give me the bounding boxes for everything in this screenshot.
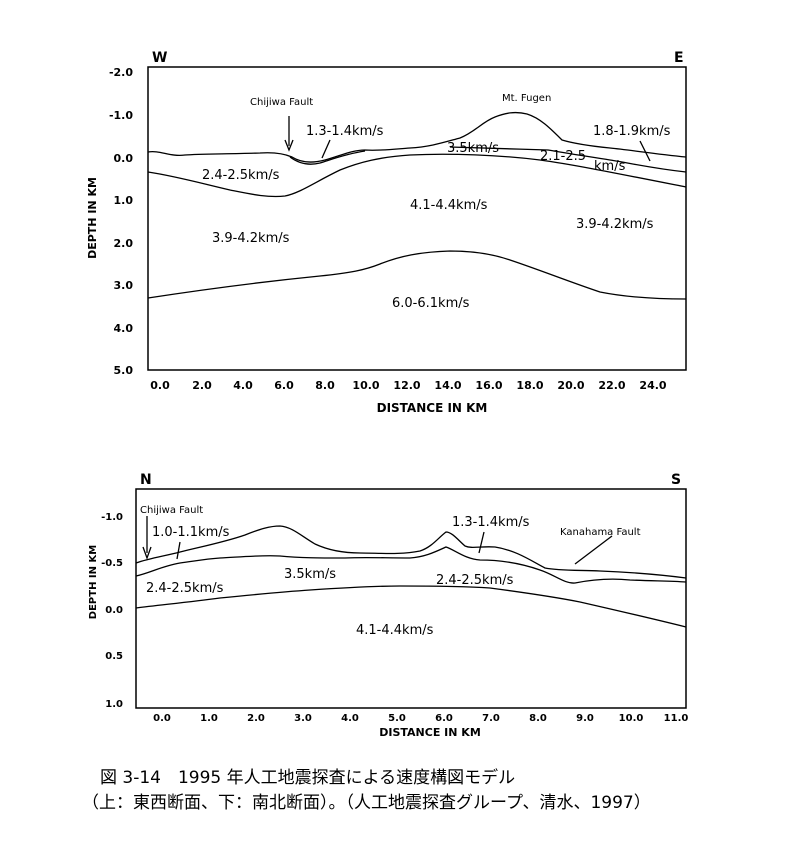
ew-velocity-section: W E DEPTH IN KM -2.0 -1.0 0.0 1.0 2.0 3.…	[86, 50, 687, 415]
velocity-label: 3.5km/s	[447, 141, 499, 156]
bottom-x-tick: 6.0	[435, 713, 453, 724]
v2-pointer	[639, 140, 651, 162]
bottom-x-tick: 5.0	[388, 713, 406, 724]
direction-east: E	[674, 50, 684, 66]
velocity-label: 1.3-1.4km/s	[452, 515, 530, 530]
bottom-x-tick: 4.0	[341, 713, 359, 724]
mt-fugen-label: Mt. Fugen	[502, 93, 551, 104]
bottom-y-tick: -1.0	[101, 512, 123, 523]
chijiwa-fault-arrow-head-bottom	[142, 546, 152, 560]
top-x-tick: 10.0	[352, 379, 379, 392]
chijiwa-fault-label: Chijiwa Fault	[250, 97, 313, 108]
figure-caption-line1: 図 3-14 1995 年人工地震探査による速度構図モデル	[100, 768, 516, 788]
kanahama-fault-pointer	[574, 535, 613, 565]
bottom-x-tick: 11.0	[664, 713, 689, 724]
top-x-ticks: 0.0 2.0 4.0 6.0 8.0 10.0 12.0 14.0 16.0 …	[150, 379, 667, 392]
bottom-x-tick: 7.0	[482, 713, 500, 724]
top-x-tick: 14.0	[434, 379, 461, 392]
bottom-x-tick: 0.0	[153, 713, 171, 724]
velocity-label: km/s	[594, 159, 626, 174]
b-v2-pointer	[478, 531, 485, 554]
velocity-label: 2.4-2.5km/s	[202, 168, 280, 183]
top-y-tick: 5.0	[114, 364, 134, 377]
bottom-y-tick: 1.0	[105, 699, 123, 710]
top-frame	[147, 66, 687, 371]
direction-west: W	[152, 50, 167, 66]
top-x-tick: 2.0	[192, 379, 212, 392]
bottom-frame	[135, 488, 687, 709]
bottom-shallow-base-line	[135, 546, 687, 584]
low-velocity-base-line	[289, 150, 366, 165]
velocity-label: 2.4-2.5km/s	[146, 581, 224, 596]
top-y-axis-label: DEPTH IN KM	[86, 177, 99, 259]
top-x-tick: 12.0	[393, 379, 420, 392]
top-x-tick: 20.0	[557, 379, 584, 392]
direction-south: S	[671, 472, 681, 488]
v1-pointer	[321, 139, 331, 159]
velocity-label: 4.1-4.4km/s	[356, 623, 434, 638]
top-x-tick: 0.0	[150, 379, 170, 392]
top-y-tick: 0.0	[114, 152, 134, 165]
bottom-y-axis-label: DEPTH IN KM	[88, 545, 99, 619]
top-y-tick: -2.0	[109, 66, 133, 79]
layer-6-top-line	[147, 250, 687, 300]
velocity-label: 1.3-1.4km/s	[306, 124, 384, 139]
chijiwa-fault-arrow-head	[284, 139, 294, 152]
top-y-tick: 3.0	[114, 279, 134, 292]
bottom-y-tick: 0.0	[105, 605, 123, 616]
velocity-label: 1.0-1.1km/s	[152, 525, 230, 540]
bottom-x-tick: 2.0	[247, 713, 265, 724]
velocity-label: 3.9-4.2km/s	[576, 217, 654, 232]
figure-caption-line2: （上：東西断面、下：南北断面）。（人工地震探査グループ、清水、1997）	[82, 793, 651, 813]
top-x-tick: 18.0	[516, 379, 543, 392]
bottom-x-axis-label: DISTANCE IN KM	[379, 726, 481, 739]
top-x-tick: 16.0	[475, 379, 502, 392]
top-y-tick: 4.0	[114, 322, 134, 335]
kanahama-fault-label: Kanahama Fault	[560, 527, 641, 538]
velocity-label: 3.9-4.2km/s	[212, 231, 290, 246]
bottom-x-tick: 3.0	[294, 713, 312, 724]
velocity-label: 2.4-2.5km/s	[436, 573, 514, 588]
ns-velocity-section: N S DEPTH IN KM -1.0 -0.5 0.0 0.5 1.0 0.…	[88, 472, 688, 739]
top-y-tick: -1.0	[109, 109, 133, 122]
velocity-label: 6.0-6.1km/s	[392, 296, 470, 311]
b-v1-pointer	[176, 541, 181, 560]
top-x-tick: 4.0	[233, 379, 253, 392]
bottom-x-tick: 10.0	[619, 713, 644, 724]
top-x-tick: 6.0	[274, 379, 294, 392]
top-x-tick: 24.0	[639, 379, 666, 392]
bottom-topography-line	[135, 525, 687, 579]
top-y-tick: 1.0	[114, 194, 134, 207]
direction-north: N	[140, 472, 152, 488]
velocity-label: 3.5km/s	[284, 567, 336, 582]
topography-line	[147, 111, 687, 163]
velocity-label: 4.1-4.4km/s	[410, 198, 488, 213]
top-x-tick: 8.0	[315, 379, 335, 392]
chijiwa-fault-label-bottom: Chijiwa Fault	[140, 505, 203, 516]
bottom-x-tick: 1.0	[200, 713, 218, 724]
bottom-x-tick: 8.0	[529, 713, 547, 724]
bottom-x-tick: 9.0	[576, 713, 594, 724]
top-y-ticks: -2.0 -1.0 0.0 1.0 2.0 3.0 4.0 5.0	[109, 66, 133, 377]
top-y-tick: 2.0	[114, 237, 134, 250]
shallow-layer-base-east	[449, 146, 687, 173]
bottom-y-ticks: -1.0 -0.5 0.0 0.5 1.0	[101, 512, 123, 710]
layer-3-base-line	[147, 153, 687, 198]
velocity-label: 2.1-2.5	[540, 149, 586, 164]
top-x-axis-label: DISTANCE IN KM	[377, 401, 488, 415]
bottom-y-tick: 0.5	[105, 651, 123, 662]
top-x-tick: 22.0	[598, 379, 625, 392]
bottom-x-ticks: 0.0 1.0 2.0 3.0 4.0 5.0 6.0 7.0 8.0 9.0 …	[153, 713, 688, 724]
velocity-label: 1.8-1.9km/s	[593, 124, 671, 139]
bottom-y-tick: -0.5	[101, 558, 123, 569]
bottom-layer-4-top-line	[135, 585, 687, 628]
